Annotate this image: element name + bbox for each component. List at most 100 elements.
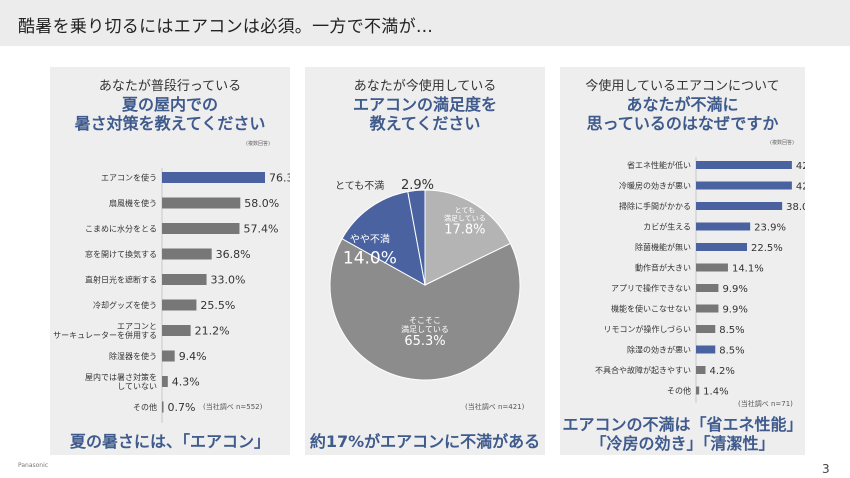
question-line: エアコンの満足度を bbox=[352, 95, 497, 114]
category-label: リモコンが操作しづらい bbox=[603, 324, 691, 334]
value-label: 0.7% bbox=[168, 401, 196, 414]
slice-value: 14.0% bbox=[343, 248, 397, 268]
slice-label: とても満足している bbox=[444, 206, 486, 222]
source-note: (当社調べ n=552) bbox=[203, 403, 263, 411]
category-label: 冷暖房の効きが悪い bbox=[619, 181, 691, 191]
panel-conclusion: エアコンの不満は「省エネ性能」 「冷房の効き」「清潔性」 bbox=[560, 415, 805, 453]
value-label: 38.0% bbox=[786, 202, 805, 213]
bar bbox=[162, 376, 168, 387]
panel-summer-measures: あなたが普段行っている 夏の屋内での 暑さ対策を教えてください (複数回答) エ… bbox=[50, 67, 290, 455]
panel-subtitle: 今使用しているエアコンについて bbox=[585, 79, 780, 94]
slice-label: そこそこ満足している bbox=[401, 316, 449, 334]
category-label: 冷却グッズを使う bbox=[93, 300, 157, 310]
panel-subtitle: あなたが普段行っている bbox=[98, 79, 242, 94]
category-label: 機能を使いこなせない bbox=[611, 304, 691, 314]
bar bbox=[696, 181, 792, 190]
value-label: 4.3% bbox=[172, 376, 200, 389]
category-label: 動作音が大きい bbox=[635, 263, 691, 273]
slice-value: 17.8% bbox=[444, 223, 485, 238]
value-label: 33.0% bbox=[211, 274, 246, 287]
bar-chart-measures: エアコンを使う 76.3% 扇風機を使う 58.0% こまめに水分をとる 57.4% 窓を開… bbox=[53, 168, 290, 423]
panel-conclusion: 夏の暑さには、「エアコン」 bbox=[50, 432, 290, 451]
bar-chart-reasons: 省エネ性能が低い 42.3% 冷暖房の効きが悪い 42.3% 掃除に手間がかかる 38.0… bbox=[595, 157, 805, 403]
value-label: 57.4% bbox=[243, 223, 278, 236]
question-line: 教えてください bbox=[369, 114, 481, 133]
bar bbox=[696, 243, 747, 251]
bar bbox=[162, 401, 164, 413]
category-label: 除菌機能が無い bbox=[635, 242, 691, 252]
value-label: 42.3% bbox=[796, 182, 805, 193]
category-label: 除湿の効きが悪い bbox=[627, 345, 691, 355]
category-label: 除湿器を使う bbox=[109, 351, 157, 361]
bar bbox=[696, 284, 719, 292]
bar bbox=[162, 350, 175, 362]
value-label: 25.5% bbox=[200, 299, 235, 312]
panel-conclusion: 約17%がエアコンに不満がある bbox=[305, 432, 545, 451]
category-label: こまめに水分をとる bbox=[85, 224, 157, 234]
bar bbox=[162, 223, 240, 234]
bar bbox=[162, 274, 207, 285]
value-label: 9.4% bbox=[179, 350, 207, 363]
value-label: 8.5% bbox=[719, 346, 744, 357]
conclusion-line: 「冷房の効き」「清潔性」 bbox=[590, 434, 775, 453]
question-line: あなたが不満に bbox=[626, 95, 739, 114]
conclusion-line: 夏の暑さには、「エアコン」 bbox=[69, 432, 270, 451]
bar bbox=[162, 299, 197, 311]
question-line: 暑さ対策を教えてください bbox=[74, 114, 266, 133]
slice-value: 2.9% bbox=[401, 178, 434, 193]
bar bbox=[696, 161, 792, 169]
category-label: その他 bbox=[667, 386, 691, 396]
pie-slice bbox=[424, 189, 512, 286]
multiple-answer-note: (複数回答) bbox=[246, 141, 270, 147]
panel-dissatisfaction-reasons: 今使用しているエアコンについて あなたが不満に 思っているのはなぜですか (複数… bbox=[560, 67, 805, 455]
brand-logo-text: Panasonic bbox=[18, 462, 49, 469]
conclusion-line: 約17%がエアコンに不満がある bbox=[309, 432, 541, 451]
bar bbox=[696, 263, 728, 272]
category-label: エアコンとサーキュレーターを併用する bbox=[53, 322, 157, 340]
bar bbox=[696, 222, 751, 231]
value-label: 14.1% bbox=[732, 264, 764, 275]
value-label: 4.2% bbox=[710, 366, 735, 377]
value-label: 9.9% bbox=[722, 284, 747, 295]
category-label: その他 bbox=[133, 402, 157, 412]
panel-question: あなたが不満に 思っているのはなぜですか bbox=[560, 95, 805, 133]
bar bbox=[696, 202, 783, 210]
conclusion-line: エアコンの不満は「省エネ性能」 bbox=[562, 415, 803, 434]
bar bbox=[696, 345, 716, 354]
bar bbox=[696, 304, 719, 313]
question-line: 思っているのはなぜですか bbox=[586, 114, 779, 133]
panel-question: 夏の屋内での 暑さ対策を教えてください bbox=[50, 95, 290, 133]
value-label: 42.3% bbox=[796, 161, 805, 172]
category-label: 直射日光を遮断する bbox=[85, 275, 157, 285]
bar bbox=[162, 172, 266, 183]
source-note: (当社調べ n=421) bbox=[465, 403, 525, 411]
category-label: 窓を開けて換気する bbox=[85, 249, 157, 259]
category-label: カビが生える bbox=[643, 222, 691, 232]
category-label: 扇風機を使う bbox=[109, 198, 157, 208]
panel-satisfaction: あなたが今使用している エアコンの満足度を 教えてください とても満足している 1… bbox=[305, 67, 545, 455]
question-line: 夏の屋内での bbox=[121, 95, 218, 114]
value-label: 58.0% bbox=[244, 197, 279, 210]
bar bbox=[162, 248, 212, 260]
pie-slice bbox=[407, 189, 426, 286]
source-note: (当社調べ n=71) bbox=[738, 400, 793, 408]
slide-title: 酷暑を乗り切るにはエアコンは必須。一方で不満が… bbox=[18, 17, 434, 37]
panel-question: エアコンの満足度を 教えてください bbox=[305, 95, 545, 133]
value-label: 36.8% bbox=[216, 248, 251, 261]
value-label: 9.9% bbox=[722, 305, 747, 316]
value-label: 1.4% bbox=[703, 387, 728, 398]
bar bbox=[696, 325, 716, 333]
slice-value: 65.3% bbox=[404, 334, 445, 349]
slice-label: やや不満 bbox=[350, 233, 390, 245]
title-bar: 酷暑を乗り切るにはエアコンは必須。一方で不満が… bbox=[0, 0, 850, 46]
value-label: 8.5% bbox=[719, 325, 744, 336]
bar bbox=[696, 386, 700, 395]
pie-slice bbox=[341, 190, 426, 286]
value-label: 76.3% bbox=[269, 172, 290, 185]
category-label: 掃除に手間がかかる bbox=[619, 201, 691, 211]
category-label: アプリで操作できない bbox=[611, 283, 691, 293]
value-label: 22.5% bbox=[751, 243, 783, 254]
slice-label: とても不満 bbox=[335, 180, 384, 192]
category-label: エアコンを使う bbox=[101, 173, 157, 183]
